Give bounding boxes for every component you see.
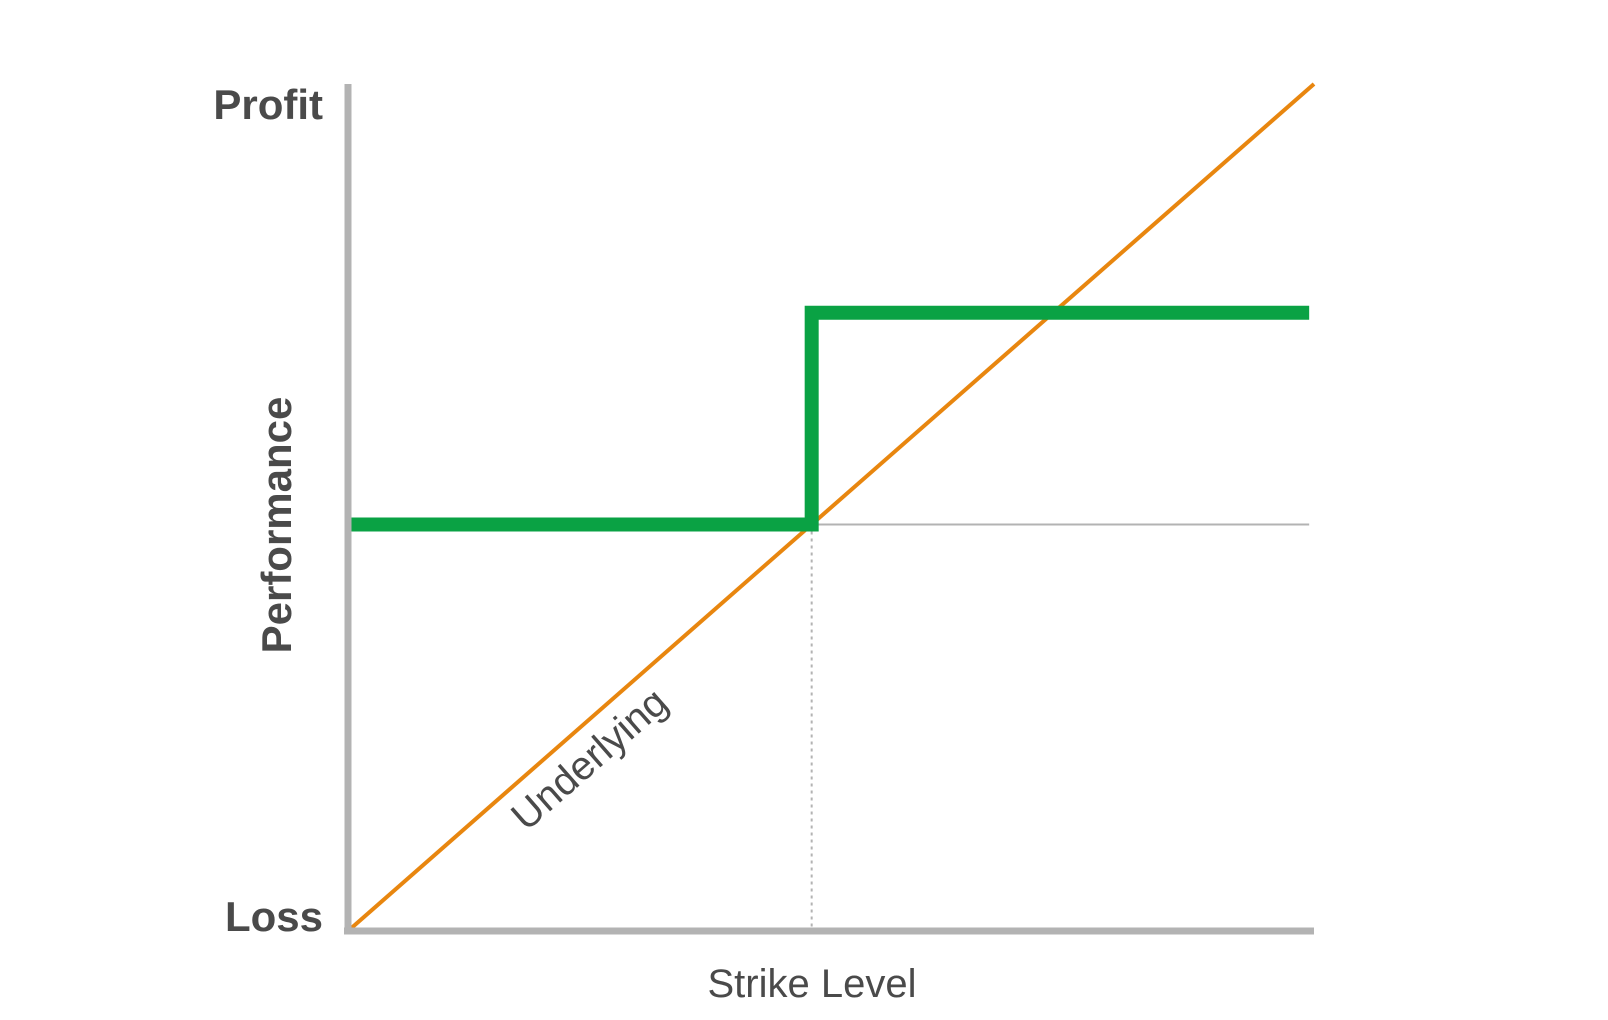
labels: Profit Loss Performance Strike Level Und… [213,81,916,1006]
series-lines [346,82,1316,933]
reference-lines [810,523,1310,931]
payoff-step-line [348,305,1310,532]
y-axis-title: Performance [253,397,300,654]
axes [344,84,1314,935]
y-top-label: Profit [213,81,323,128]
x-axis-title: Strike Level [708,962,917,1006]
series-label-underlying: Underlying [503,680,676,839]
y-bottom-label: Loss [225,893,323,940]
underlying-line [346,82,1316,933]
